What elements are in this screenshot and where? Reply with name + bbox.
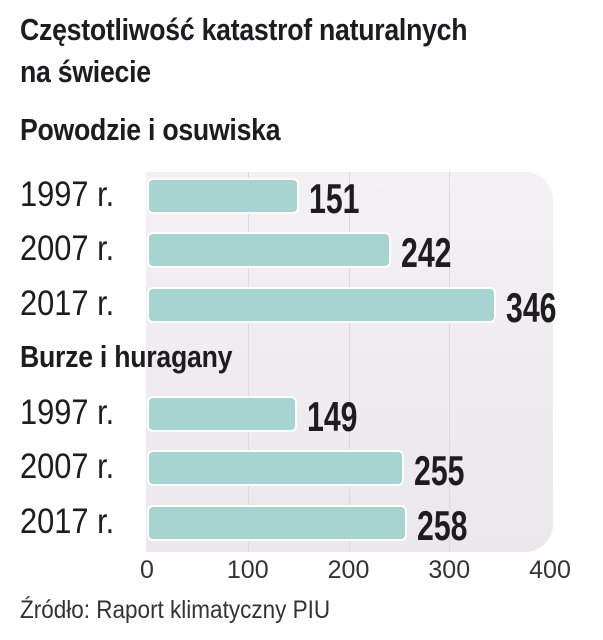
gridline-200 <box>348 172 350 552</box>
bar <box>147 287 496 323</box>
group-title-storms: Burze i huragany <box>20 339 233 374</box>
x-tick-label: 300 <box>428 556 471 584</box>
category-label: 2007 r. <box>20 229 115 268</box>
group-title-floods: Powodzie i osuwiska <box>20 112 281 147</box>
chart-title-line-1: Częstotliwość katastrof naturalnych <box>20 12 468 47</box>
bar <box>147 450 404 486</box>
value-label: 258 <box>416 502 468 549</box>
gridline-100 <box>247 172 249 552</box>
category-label: 2007 r. <box>20 447 115 486</box>
value-label: 151 <box>309 175 360 222</box>
bar <box>147 505 407 541</box>
chart-title-line-2: na świecie <box>20 54 151 89</box>
x-tick-label: 200 <box>327 556 370 584</box>
bar <box>147 396 298 432</box>
x-tick-label: 0 <box>140 556 154 584</box>
gridline-300 <box>449 172 451 552</box>
category-label: 2017 r. <box>20 502 115 541</box>
category-label: 1997 r. <box>20 393 115 432</box>
category-label: 2017 r. <box>20 284 115 323</box>
bar <box>147 232 391 268</box>
value-label: 346 <box>505 284 557 331</box>
category-label: 1997 r. <box>20 175 115 214</box>
value-label: 255 <box>413 447 465 494</box>
x-tick-label: 400 <box>529 556 571 584</box>
bar <box>147 178 300 214</box>
x-tick-label: 100 <box>226 556 269 584</box>
value-label: 242 <box>400 229 452 276</box>
value-label: 149 <box>307 393 358 440</box>
source-note: Źródło: Raport klimatyczny PIU <box>20 596 331 624</box>
